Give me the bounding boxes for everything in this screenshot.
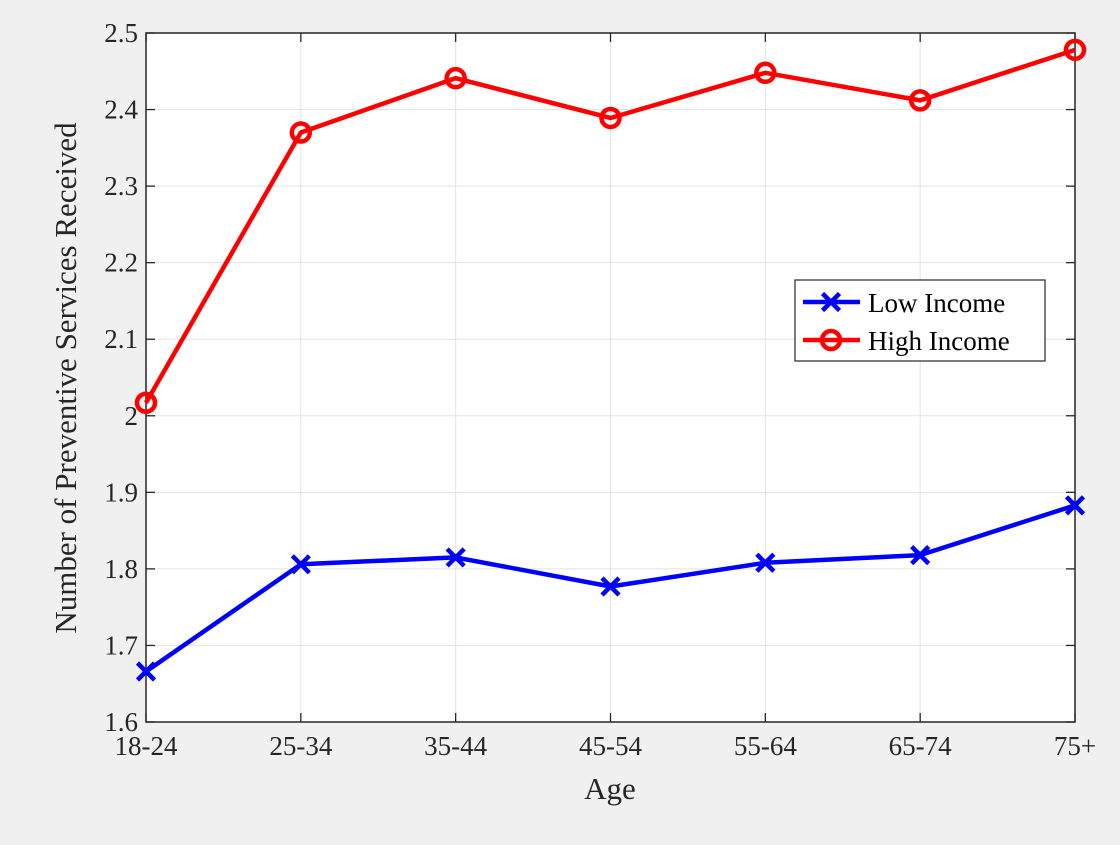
series-high-income <box>134 38 1087 415</box>
plot-area-border <box>145 32 1076 723</box>
x-tick-label: 45-54 <box>579 731 642 761</box>
x-marker-stroke <box>1064 495 1086 516</box>
x-marker-stroke <box>755 552 776 573</box>
legend: Low Income High Income <box>794 279 1046 362</box>
circle-marker <box>1063 38 1087 62</box>
y-tick-label: 1.8 <box>104 554 138 584</box>
x-marker <box>135 661 157 682</box>
x-marker <box>600 576 621 597</box>
y-tick-labels: 1.6 1.7 1.8 1.9 2 2.1 2.2 2.3 2.4 2.5 <box>104 18 138 737</box>
circle-marker <box>444 66 467 90</box>
y-tick-label: 2.2 <box>104 248 138 278</box>
y-tick-label: 2.4 <box>104 95 138 125</box>
circle-marker <box>819 328 843 352</box>
x-marker <box>910 545 931 566</box>
x-tick-label: 55-64 <box>734 731 797 761</box>
circle-marker <box>754 61 777 85</box>
x-marker-stroke <box>135 661 157 682</box>
x-tick-label: 35-44 <box>424 731 487 761</box>
legend-label: High Income <box>868 326 1010 356</box>
y-tick-label: 2.3 <box>104 171 138 201</box>
x-marker <box>820 291 842 313</box>
x-axis-label: Age <box>584 771 636 806</box>
y-tick-label: 1.7 <box>104 630 138 660</box>
circle-marker <box>908 89 932 112</box>
legend-entry: High Income <box>803 326 1010 356</box>
x-tick-label: 25-34 <box>269 731 332 761</box>
y-tick-label: 2 <box>125 401 139 431</box>
x-marker-stroke <box>600 576 621 597</box>
x-tick-label: 75+ <box>1054 731 1096 761</box>
series-low-income <box>135 495 1086 682</box>
x-marker-stroke <box>445 547 466 568</box>
y-tick-label: 2.1 <box>104 324 138 354</box>
x-marker <box>755 552 776 573</box>
circle-marker <box>599 106 622 130</box>
circle-marker <box>289 121 313 144</box>
x-marker-stroke <box>290 554 311 575</box>
x-marker <box>290 554 311 575</box>
legend-entry: Low Income <box>803 288 1005 318</box>
y-tick-label: 1.6 <box>104 707 138 737</box>
y-axis-label: Number of Preventive Services Received <box>48 122 83 634</box>
x-tick-labels: 18-24 25-34 35-44 45-54 55-64 65-74 75+ <box>115 731 1097 761</box>
x-marker <box>1064 495 1086 516</box>
series-line <box>144 47 1076 404</box>
data-series <box>134 38 1087 682</box>
x-tick-label: 65-74 <box>889 731 952 761</box>
circle-marker <box>134 391 158 415</box>
y-tick-label: 1.9 <box>104 477 138 507</box>
x-tick-label: 18-24 <box>115 731 178 761</box>
x-marker-stroke <box>820 291 842 313</box>
x-marker <box>445 547 466 568</box>
y-tick-label: 2.5 <box>104 18 138 48</box>
legend-label: Low Income <box>868 288 1005 318</box>
x-marker-stroke <box>910 545 931 566</box>
